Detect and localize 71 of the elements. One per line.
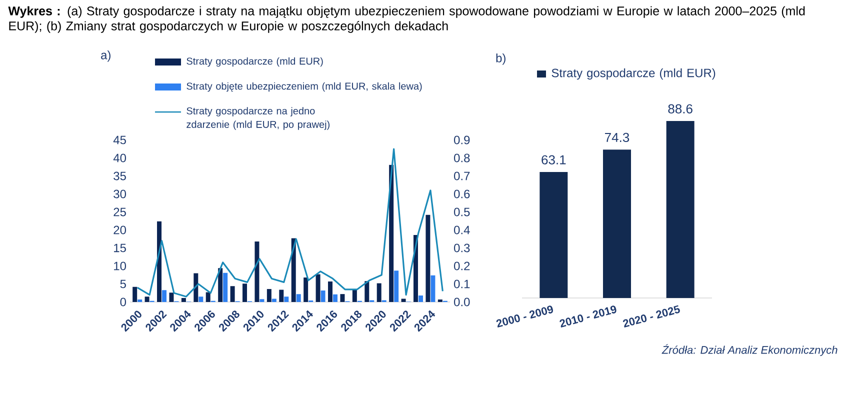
bar (279, 290, 284, 302)
y-tick-label: 20 (114, 226, 126, 234)
y2-tick-label: 0.1 (454, 280, 470, 288)
bar (266, 289, 272, 302)
bar (242, 284, 248, 302)
bar (328, 281, 333, 302)
y2-tick-label: 0.0 (454, 298, 470, 306)
bar (364, 281, 370, 302)
y-tick-label: 25 (114, 208, 126, 216)
y2-tick-label: 0.4 (454, 226, 470, 234)
y-tick-label: 45 (113, 136, 126, 144)
bar (304, 278, 308, 302)
y2-tick-label: 0.8 (454, 154, 470, 162)
chart-title: a) (101, 50, 110, 62)
y-tick-label: 15 (114, 244, 126, 252)
y-tick-label: 30 (114, 190, 126, 198)
bar (162, 290, 167, 302)
legend-label: Straty gospodarcze na jedno zdarzenie (mld EUR, po prawej) (186, 107, 330, 130)
y-tick-label: 5 (120, 280, 126, 288)
bar (291, 238, 296, 302)
bar (144, 296, 150, 302)
text: Źródła: Dział Analiz Ekonomicznych (662, 344, 838, 356)
bar (333, 294, 338, 302)
bar (230, 286, 235, 302)
bar (352, 289, 357, 302)
bar (260, 299, 264, 302)
bar (198, 296, 204, 302)
y-tick-label: 0 (120, 298, 126, 306)
x-tick-label: 2020 - 2025 (623, 305, 680, 328)
y2-tick-label: 0.7 (454, 172, 470, 180)
bar (223, 272, 228, 302)
bar (157, 221, 162, 302)
bar (194, 273, 198, 302)
bar (206, 292, 210, 302)
legend-label: Straty gospodarcze (mld EUR) (186, 57, 323, 67)
data-label: 74.3 (605, 132, 630, 142)
x-tick-label: 2000 - 2009 (496, 306, 553, 328)
bar (169, 292, 174, 302)
y-tick-label: 40 (113, 154, 126, 162)
text: Wykres : (a) Straty gospodarcze i straty na majątku objętym ubezpieczeniem spowodowane powodziami w Europie w latach 2000–2025 (mld EUR); (b) Zmiany strat gospodarczych w Europie w poszczególnych dekadach (8, 6, 805, 33)
legend-label: Straty objęte ubezpieczeniem (mld EUR, skala lewa) (186, 82, 422, 92)
bar (389, 164, 394, 302)
bar (426, 214, 430, 302)
legend-label: Straty gospodarcze (mld EUR) (552, 68, 716, 80)
bar (284, 296, 289, 302)
y2-tick-label: 0.6 (454, 190, 470, 198)
bar (181, 298, 186, 302)
y-tick-label: 35 (114, 172, 126, 180)
y2-tick-label: 0.5 (454, 208, 470, 216)
bar (272, 298, 276, 302)
bar (296, 294, 301, 302)
y2-tick-label: 0.3 (454, 244, 470, 252)
y-tick-label: 10 (114, 262, 126, 270)
bar (418, 296, 423, 302)
bar (218, 268, 223, 302)
bar (401, 298, 406, 302)
bar (438, 299, 442, 302)
bar (254, 242, 260, 302)
y2-tick-label: 0.2 (454, 262, 470, 270)
bar (376, 283, 382, 302)
y2-tick-label: 0.9 (454, 136, 470, 144)
bar (394, 270, 399, 302)
bar (320, 290, 326, 302)
bar (430, 275, 436, 302)
data-label: 88.6 (668, 104, 692, 114)
line-series (136, 148, 444, 298)
bar (340, 294, 345, 302)
chart-title: b) (496, 54, 506, 65)
x-tick-label: 2010 - 2019 (560, 306, 616, 328)
bar (316, 274, 320, 302)
data-label: 63.1 (542, 155, 566, 164)
